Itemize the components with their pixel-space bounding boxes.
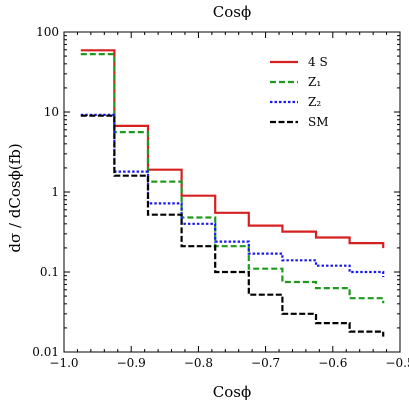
x-tick-label: −0.7: [251, 356, 280, 370]
axis-ticks: [63, 31, 401, 353]
series-line: [80, 53, 385, 304]
series-line: [80, 114, 385, 337]
y-tick-label: 0.1: [40, 265, 59, 279]
x-tick-labels: −1.0 −0.9 −0.8 −0.7 −0.6 −0.5: [49, 356, 409, 370]
y-tick-label: 100: [36, 25, 59, 39]
y-tick-labels: 0.01 0.1 1 10 100: [32, 25, 59, 359]
x-axis-label: Cosϕ: [213, 383, 251, 401]
x-tick-label: −0.6: [318, 356, 347, 370]
x-tick-label: −1.0: [49, 356, 78, 370]
series-line: [80, 49, 385, 249]
x-tick-label: −0.5: [385, 356, 409, 370]
series-0: [80, 49, 385, 249]
y-tick-label: 1: [51, 185, 59, 199]
series-3: [80, 114, 385, 337]
y-axis-label: dσ / dCosϕ(fb): [6, 143, 24, 252]
legend-label: SM: [308, 115, 329, 129]
series-1: [80, 53, 385, 304]
series-layer: [80, 49, 385, 337]
x-tick-label: −0.8: [184, 356, 213, 370]
legend: 4 S Z₁ Z₂ SM: [270, 55, 329, 129]
series-2: [80, 113, 385, 277]
x-tick-label: −0.9: [117, 356, 146, 370]
chart-title: Cosϕ: [213, 3, 251, 21]
series-line: [80, 113, 385, 277]
legend-label: Z₁: [308, 75, 321, 89]
y-tick-label: 0.01: [32, 345, 59, 359]
y-tick-label: 10: [44, 105, 59, 119]
legend-label: Z₂: [308, 95, 321, 109]
legend-label: 4 S: [308, 55, 328, 69]
